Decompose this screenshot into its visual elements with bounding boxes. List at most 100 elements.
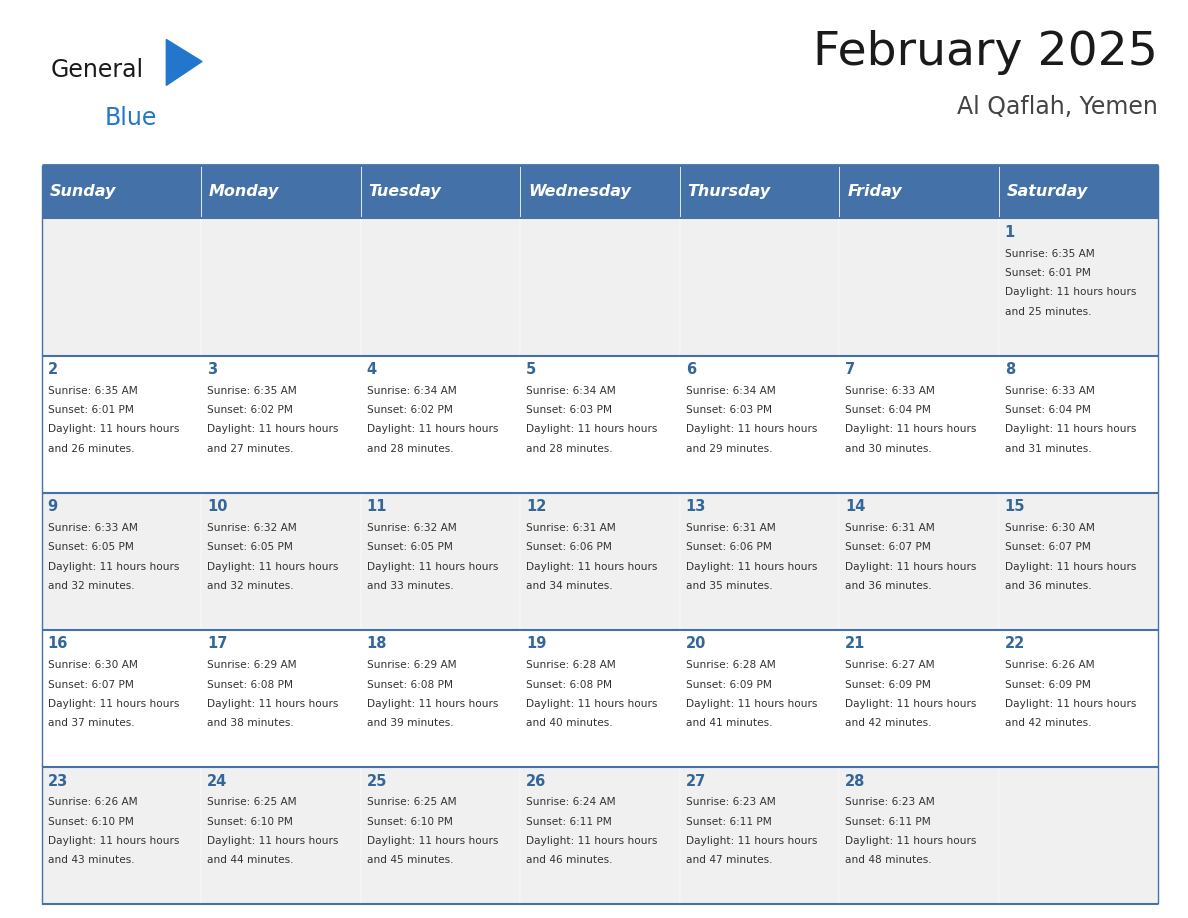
Text: Sunrise: 6:31 AM: Sunrise: 6:31 AM: [845, 523, 935, 533]
Bar: [42, 355, 201, 493]
Text: and 42 minutes.: and 42 minutes.: [1005, 718, 1092, 728]
Bar: [839, 767, 999, 904]
Bar: [680, 630, 839, 767]
Text: 24: 24: [207, 774, 227, 789]
Text: Daylight: 11 hours hours: Daylight: 11 hours hours: [48, 699, 179, 709]
Text: Sunset: 6:10 PM: Sunset: 6:10 PM: [207, 817, 293, 826]
Bar: [839, 630, 999, 767]
Text: 22: 22: [1005, 636, 1025, 652]
Bar: [680, 355, 839, 493]
Text: Sunrise: 6:30 AM: Sunrise: 6:30 AM: [48, 660, 138, 670]
Text: Daylight: 11 hours hours: Daylight: 11 hours hours: [845, 699, 977, 709]
Text: and 39 minutes.: and 39 minutes.: [367, 718, 453, 728]
Text: Daylight: 11 hours hours: Daylight: 11 hours hours: [685, 562, 817, 572]
Text: Sunset: 6:06 PM: Sunset: 6:06 PM: [526, 543, 612, 553]
Text: Wednesday: Wednesday: [529, 185, 631, 199]
Text: Sunset: 6:02 PM: Sunset: 6:02 PM: [207, 405, 293, 415]
Text: 14: 14: [845, 499, 866, 514]
Text: and 40 minutes.: and 40 minutes.: [526, 718, 613, 728]
Bar: [999, 218, 1158, 355]
Text: Daylight: 11 hours hours: Daylight: 11 hours hours: [526, 562, 657, 572]
Text: Saturday: Saturday: [1006, 185, 1088, 199]
Text: 26: 26: [526, 774, 546, 789]
Text: and 46 minutes.: and 46 minutes.: [526, 856, 613, 865]
Bar: [201, 493, 361, 630]
Bar: [680, 165, 839, 218]
Text: Sunrise: 6:30 AM: Sunrise: 6:30 AM: [1005, 523, 1094, 533]
Bar: [201, 355, 361, 493]
Text: Daylight: 11 hours hours: Daylight: 11 hours hours: [207, 562, 339, 572]
Text: Monday: Monday: [209, 185, 279, 199]
Bar: [999, 493, 1158, 630]
Text: Sunrise: 6:24 AM: Sunrise: 6:24 AM: [526, 798, 615, 807]
Text: Daylight: 11 hours hours: Daylight: 11 hours hours: [845, 424, 977, 434]
Text: 10: 10: [207, 499, 228, 514]
Text: Sunset: 6:08 PM: Sunset: 6:08 PM: [207, 679, 293, 689]
Text: Sunrise: 6:33 AM: Sunrise: 6:33 AM: [48, 523, 138, 533]
Text: Sunset: 6:10 PM: Sunset: 6:10 PM: [48, 817, 133, 826]
Text: Sunrise: 6:23 AM: Sunrise: 6:23 AM: [845, 798, 935, 807]
Text: and 36 minutes.: and 36 minutes.: [1005, 581, 1092, 591]
Text: Daylight: 11 hours hours: Daylight: 11 hours hours: [685, 699, 817, 709]
Text: Daylight: 11 hours hours: Daylight: 11 hours hours: [367, 424, 498, 434]
Text: Blue: Blue: [105, 106, 157, 129]
Text: Sunset: 6:11 PM: Sunset: 6:11 PM: [845, 817, 931, 826]
Bar: [839, 218, 999, 355]
Text: 8: 8: [1005, 362, 1015, 377]
Bar: [839, 355, 999, 493]
Text: 27: 27: [685, 774, 706, 789]
Bar: [201, 218, 361, 355]
Text: Tuesday: Tuesday: [368, 185, 442, 199]
Text: Daylight: 11 hours hours: Daylight: 11 hours hours: [207, 836, 339, 845]
Text: and 30 minutes.: and 30 minutes.: [845, 443, 931, 453]
Text: Daylight: 11 hours hours: Daylight: 11 hours hours: [526, 699, 657, 709]
Text: Sunrise: 6:29 AM: Sunrise: 6:29 AM: [367, 660, 456, 670]
Text: and 29 minutes.: and 29 minutes.: [685, 443, 772, 453]
Bar: [520, 165, 680, 218]
Text: Sunrise: 6:35 AM: Sunrise: 6:35 AM: [1005, 249, 1094, 259]
Bar: [999, 767, 1158, 904]
Text: Sunset: 6:10 PM: Sunset: 6:10 PM: [367, 817, 453, 826]
Bar: [42, 767, 201, 904]
Text: Sunrise: 6:34 AM: Sunrise: 6:34 AM: [685, 386, 776, 396]
Text: Sunrise: 6:31 AM: Sunrise: 6:31 AM: [526, 523, 615, 533]
Text: 21: 21: [845, 636, 866, 652]
Text: and 32 minutes.: and 32 minutes.: [48, 581, 134, 591]
Bar: [680, 493, 839, 630]
Bar: [999, 630, 1158, 767]
Text: Sunset: 6:04 PM: Sunset: 6:04 PM: [845, 405, 931, 415]
Text: and 32 minutes.: and 32 minutes.: [207, 581, 293, 591]
Text: Sunrise: 6:33 AM: Sunrise: 6:33 AM: [845, 386, 935, 396]
Text: Daylight: 11 hours hours: Daylight: 11 hours hours: [845, 836, 977, 845]
Text: Sunrise: 6:26 AM: Sunrise: 6:26 AM: [1005, 660, 1094, 670]
Text: Sunset: 6:03 PM: Sunset: 6:03 PM: [526, 405, 612, 415]
Text: Sunset: 6:02 PM: Sunset: 6:02 PM: [367, 405, 453, 415]
Text: Sunset: 6:09 PM: Sunset: 6:09 PM: [845, 679, 931, 689]
Text: 4: 4: [367, 362, 377, 377]
Text: Sunset: 6:08 PM: Sunset: 6:08 PM: [367, 679, 453, 689]
Text: and 44 minutes.: and 44 minutes.: [207, 856, 293, 865]
Text: Sunset: 6:05 PM: Sunset: 6:05 PM: [48, 543, 133, 553]
Text: Sunrise: 6:26 AM: Sunrise: 6:26 AM: [48, 798, 137, 807]
Text: 19: 19: [526, 636, 546, 652]
Text: Al Qaflah, Yemen: Al Qaflah, Yemen: [958, 95, 1158, 118]
Text: Daylight: 11 hours hours: Daylight: 11 hours hours: [845, 562, 977, 572]
Text: 3: 3: [207, 362, 217, 377]
Bar: [42, 630, 201, 767]
Text: Daylight: 11 hours hours: Daylight: 11 hours hours: [526, 424, 657, 434]
Bar: [42, 493, 201, 630]
Text: 17: 17: [207, 636, 227, 652]
Text: Daylight: 11 hours hours: Daylight: 11 hours hours: [526, 836, 657, 845]
Text: Daylight: 11 hours hours: Daylight: 11 hours hours: [48, 562, 179, 572]
Text: Sunrise: 6:29 AM: Sunrise: 6:29 AM: [207, 660, 297, 670]
Text: Sunset: 6:01 PM: Sunset: 6:01 PM: [1005, 268, 1091, 278]
Bar: [680, 767, 839, 904]
Text: and 34 minutes.: and 34 minutes.: [526, 581, 613, 591]
Text: 13: 13: [685, 499, 706, 514]
Text: and 42 minutes.: and 42 minutes.: [845, 718, 931, 728]
Text: and 35 minutes.: and 35 minutes.: [685, 581, 772, 591]
Bar: [361, 767, 520, 904]
Text: and 41 minutes.: and 41 minutes.: [685, 718, 772, 728]
Text: Daylight: 11 hours hours: Daylight: 11 hours hours: [1005, 287, 1136, 297]
Bar: [361, 630, 520, 767]
